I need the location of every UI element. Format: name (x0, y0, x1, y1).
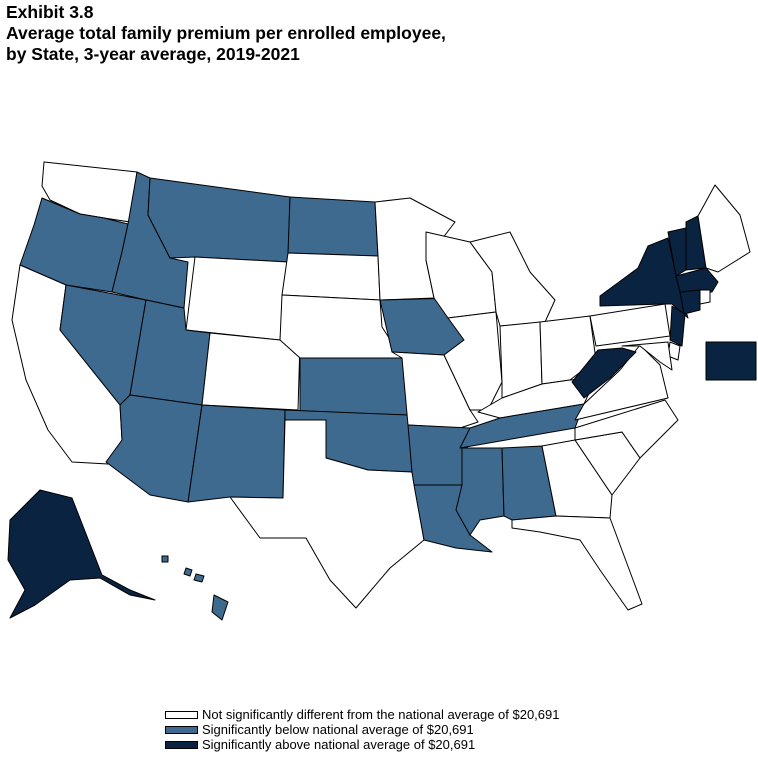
state-mt (147, 177, 291, 263)
state-ks (299, 357, 409, 416)
state-co (201, 332, 301, 411)
state-fl (511, 515, 643, 611)
state-ar (407, 424, 471, 486)
state-hi (161, 555, 229, 621)
legend-swatch-blue (165, 725, 198, 734)
legend-item-not-significant: Not significantly different from the nat… (165, 707, 559, 722)
title-block: Exhibit 3.8 Average total family premium… (6, 2, 446, 65)
state-tx (229, 419, 425, 609)
state-nj (669, 305, 686, 347)
state-ri (699, 289, 711, 305)
state-wy (185, 256, 289, 341)
legend-swatch-white (165, 710, 198, 719)
state-nm (187, 404, 286, 503)
us-state-map (7, 161, 757, 621)
state-pa (589, 303, 671, 347)
state-md (621, 341, 673, 371)
state-me (697, 184, 751, 273)
legend-swatch-navy (165, 740, 198, 749)
state-il (443, 311, 503, 411)
title-line-2: by State, 3-year average, 2019-2021 (6, 44, 300, 64)
state-az (105, 394, 203, 503)
legend: Not significantly different from the nat… (165, 707, 559, 752)
title-line-1: Average total family premium per enrolle… (6, 23, 446, 43)
legend-label: Not significantly different from the nat… (202, 707, 560, 722)
state-va (574, 344, 669, 421)
state-sd (281, 252, 381, 301)
state-wv (571, 347, 637, 399)
state-ms (455, 447, 505, 536)
state-ga (541, 439, 613, 519)
state-ma (675, 267, 719, 293)
exhibit-label: Exhibit 3.8 (6, 2, 94, 22)
legend-label: Significantly below national average of … (202, 722, 474, 737)
legend-item-above: Significantly above national average of … (165, 737, 559, 752)
state-dc (705, 341, 757, 381)
legend-item-below: Significantly below national average of … (165, 722, 559, 737)
state-nd (287, 196, 379, 257)
state-nc (574, 399, 679, 459)
state-ct (679, 289, 701, 315)
legend-label: Significantly above national average of … (202, 737, 476, 752)
state-ak (7, 489, 156, 619)
